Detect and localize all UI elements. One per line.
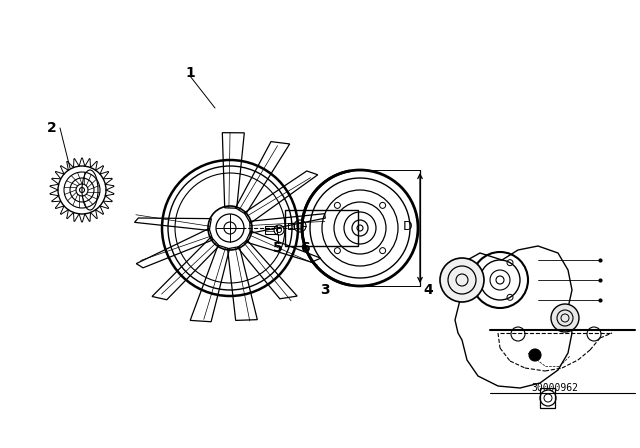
Text: D: D — [403, 220, 413, 233]
Text: 3: 3 — [320, 283, 330, 297]
Text: 4: 4 — [423, 283, 433, 297]
Circle shape — [551, 304, 579, 332]
Circle shape — [440, 258, 484, 302]
Text: 5: 5 — [273, 241, 283, 255]
Text: 2: 2 — [47, 121, 57, 135]
Text: 1: 1 — [185, 66, 195, 80]
Text: 30000962: 30000962 — [531, 383, 579, 393]
Text: 6: 6 — [300, 241, 310, 255]
Circle shape — [529, 349, 541, 361]
